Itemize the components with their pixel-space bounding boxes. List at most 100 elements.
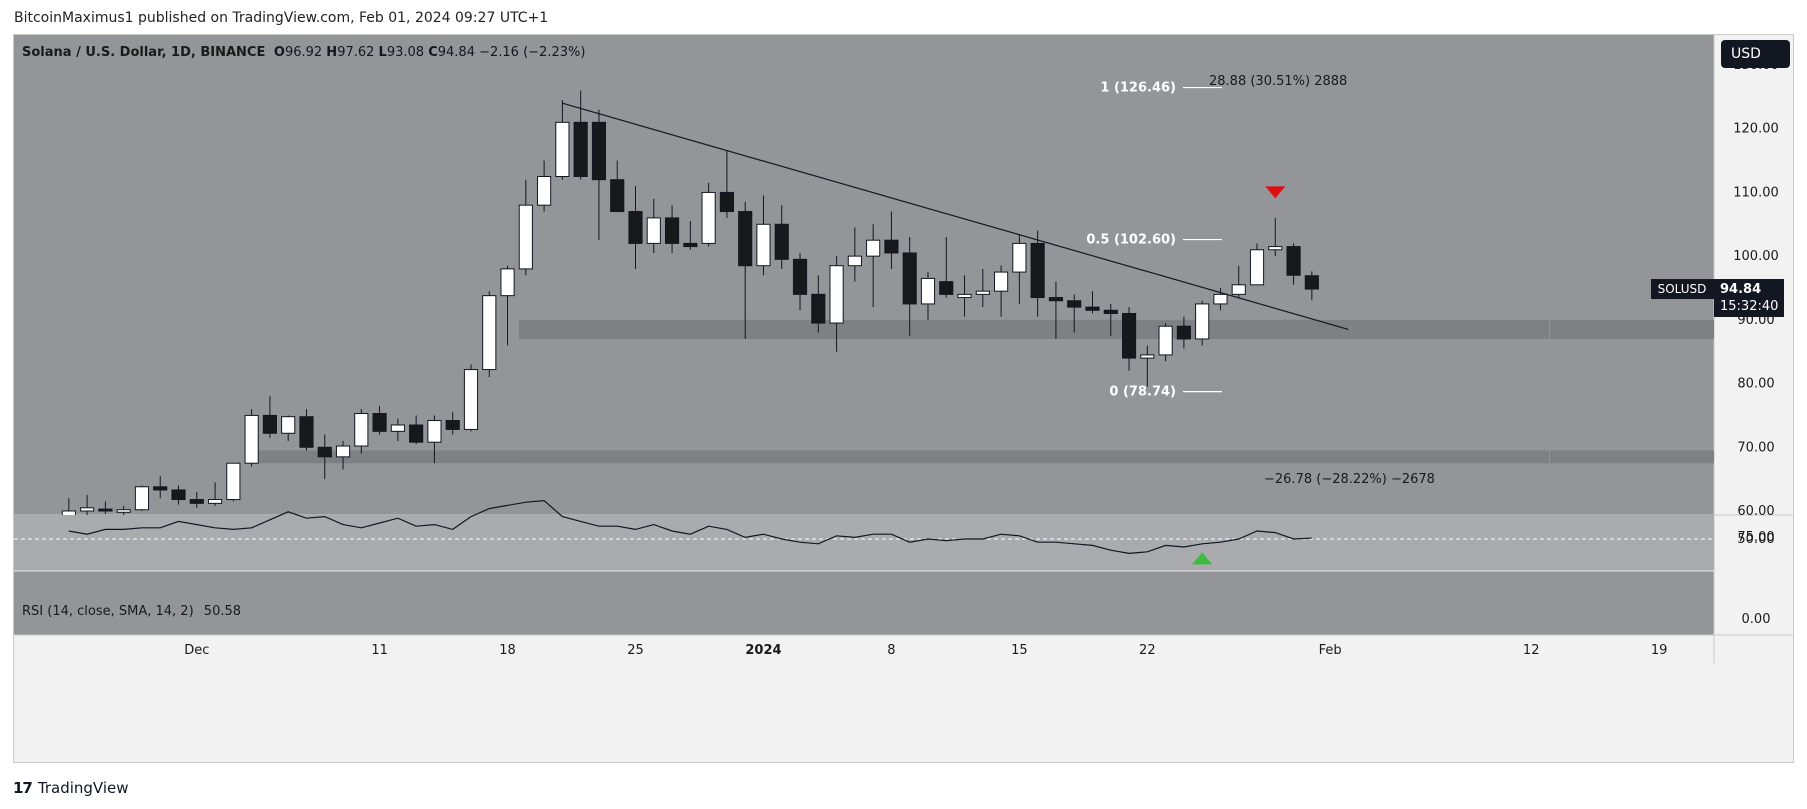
- candle: [537, 160, 552, 212]
- candle-body: [811, 293, 826, 324]
- candle-body: [847, 255, 862, 267]
- countdown-label: 15:32:40: [1720, 299, 1778, 314]
- price-tick-label: 120.00: [1733, 122, 1779, 137]
- time-tick-label: 19: [1651, 643, 1668, 658]
- candle-body: [1085, 306, 1100, 311]
- candle: [701, 182, 716, 247]
- sell-signal-triangle: [1265, 186, 1286, 199]
- brand-name: TradingView: [37, 779, 129, 797]
- candle-body: [116, 509, 131, 513]
- candle-body: [1231, 284, 1246, 295]
- time-tick-label: Feb: [1319, 643, 1342, 658]
- candle: [244, 409, 259, 467]
- change-value: −2.16 (−2.23%): [479, 45, 586, 60]
- candle-body: [80, 507, 95, 512]
- candle-body: [445, 420, 460, 430]
- candle-body: [1121, 312, 1137, 359]
- candle: [738, 201, 753, 339]
- candle-body: [482, 295, 497, 371]
- open-label: O: [273, 45, 285, 60]
- rsi-tick-label: 50.00: [1737, 532, 1774, 547]
- candle: [957, 275, 972, 317]
- support-zone-lower-ext: [259, 450, 1714, 464]
- candle: [482, 291, 497, 378]
- candle: [1067, 294, 1082, 333]
- low-value: 93.08: [386, 45, 425, 60]
- candle: [847, 227, 862, 282]
- candle-body: [774, 223, 789, 260]
- candle: [281, 415, 296, 441]
- candle-body: [738, 211, 753, 267]
- candle: [573, 90, 588, 180]
- candle-body: [390, 424, 405, 432]
- candle-body: [207, 499, 223, 504]
- measure-down-label: −26.78 (−28.22%) −2678: [1264, 472, 1435, 487]
- candle-body: [1067, 300, 1082, 308]
- candle-body: [884, 239, 899, 254]
- candle-body: [902, 252, 917, 305]
- candle: [1103, 303, 1118, 336]
- price-tick-label: 80.00: [1737, 377, 1774, 392]
- candle: [262, 396, 277, 438]
- candle: [390, 418, 405, 441]
- candle: [134, 485, 150, 511]
- symbol-tag-label: SOLUSD: [1658, 282, 1707, 296]
- candle-body: [1249, 249, 1265, 286]
- candle: [372, 405, 387, 435]
- candle: [683, 221, 698, 250]
- candle-body: [98, 508, 113, 512]
- candle: [518, 179, 533, 276]
- candle: [1231, 265, 1246, 298]
- candle-body: [1304, 275, 1319, 290]
- candle-body: [1195, 303, 1210, 340]
- low-label: L: [378, 45, 387, 60]
- candle-body: [920, 277, 936, 305]
- candle: [829, 256, 844, 352]
- measure-up-label: 28.88 (30.51%) 2888: [1209, 74, 1347, 89]
- fib-level-label-0: 1 (126.46): [1100, 81, 1176, 96]
- candle: [463, 364, 479, 432]
- rsi-tick-label: 75.00: [1737, 530, 1774, 545]
- time-tick-label: Dec: [184, 643, 209, 658]
- candle-body: [335, 445, 351, 458]
- candle: [335, 440, 351, 470]
- candle: [939, 237, 954, 298]
- support-zone-0: [519, 319, 1714, 339]
- candle: [902, 237, 917, 336]
- candle-body: [591, 121, 607, 181]
- candle-body: [427, 420, 442, 443]
- candle-body: [829, 265, 844, 324]
- candle: [774, 205, 789, 269]
- candle-body: [1286, 246, 1301, 276]
- candle: [646, 198, 661, 253]
- candle: [171, 485, 186, 505]
- symbol-header: Solana / U.S. Dollar, 1D, BINANCE O96.92…: [22, 45, 585, 60]
- candle-body: [1012, 242, 1027, 273]
- tradingview-brand[interactable]: 17 TradingView: [13, 779, 129, 797]
- candle-body: [646, 217, 661, 244]
- candle: [1195, 300, 1210, 346]
- candle-body: [1103, 309, 1118, 314]
- candle-body: [500, 268, 515, 297]
- rsi-header: RSI (14, close, SMA, 14, 2) 50.58: [22, 604, 241, 619]
- chart-canvas[interactable]: 1 (126.46) 0.5 (102.60) 0 (78.74) 28.88 (30…: [14, 35, 1794, 763]
- candle-body: [189, 499, 204, 504]
- currency-button[interactable]: USD: [1721, 40, 1790, 68]
- candle: [354, 409, 369, 454]
- buy-signal-triangle: [1192, 552, 1213, 565]
- candle: [555, 100, 570, 180]
- rsi-line: [68, 499, 1312, 555]
- close-label: C: [428, 45, 438, 60]
- time-tick-label: 2024: [745, 643, 781, 658]
- rsi-label[interactable]: RSI (14, close, SMA, 14, 2): [22, 604, 194, 619]
- chart-frame[interactable]: 1 (126.46) 0.5 (102.60) 0 (78.74) 28.88 (30…: [13, 34, 1794, 763]
- candle: [98, 501, 113, 515]
- candle-body: [1158, 325, 1173, 356]
- symbol-title[interactable]: Solana / U.S. Dollar, 1D, BINANCE: [22, 45, 266, 60]
- candle-body: [683, 242, 698, 248]
- candle-body: [262, 414, 277, 434]
- candle: [994, 265, 1009, 317]
- symbol-tag: [1651, 279, 1714, 300]
- candle: [591, 109, 607, 241]
- candle-body: [975, 290, 990, 295]
